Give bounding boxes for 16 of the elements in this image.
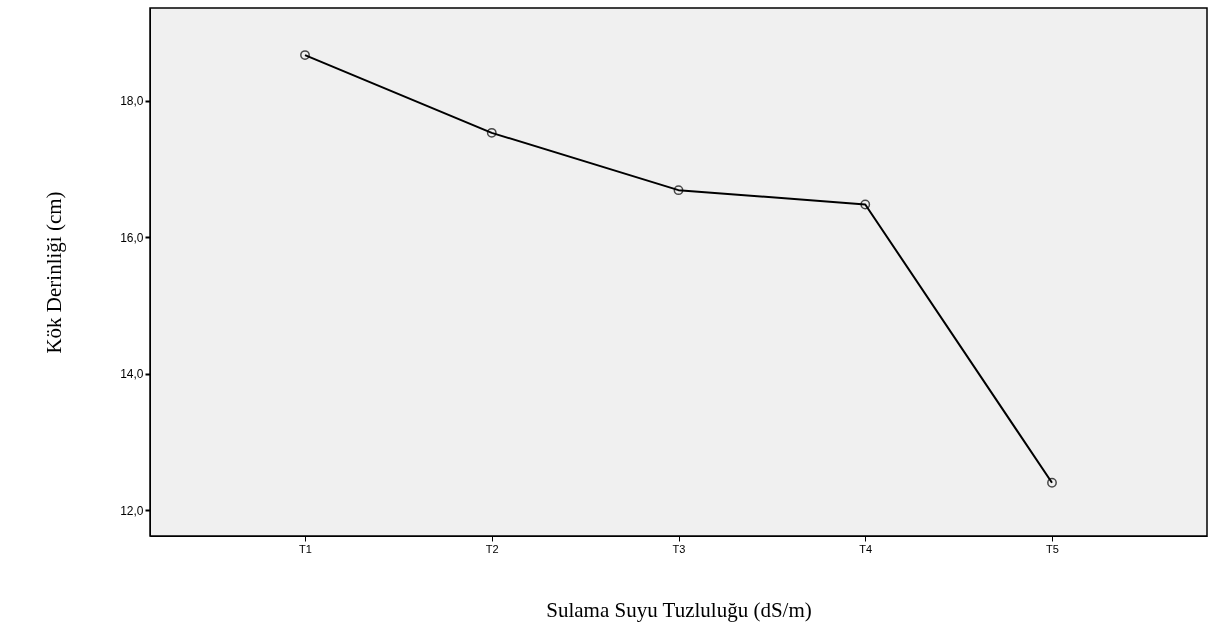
y-tick-label: 14,0	[120, 367, 144, 382]
y-tick-label: 12,0	[120, 503, 144, 518]
x-tick-label: T5	[1046, 542, 1059, 555]
x-tick-label: T1	[299, 542, 312, 555]
x-tick-label: T4	[859, 542, 873, 555]
x-tick-label: T2	[485, 542, 499, 555]
y-axis-title: Kök Derinliği (cm)	[42, 191, 67, 354]
point	[300, 50, 310, 60]
y-tick-label: 16,0	[120, 230, 144, 245]
point	[860, 199, 871, 210]
x-tick-label: T3	[672, 542, 686, 555]
point	[673, 185, 684, 196]
point	[486, 127, 497, 138]
point	[1047, 477, 1057, 488]
y-tick-label: 18,0	[120, 94, 144, 109]
x-axis-title: Sulama Suyu Tuzluluğu (dS/m)	[546, 597, 812, 622]
